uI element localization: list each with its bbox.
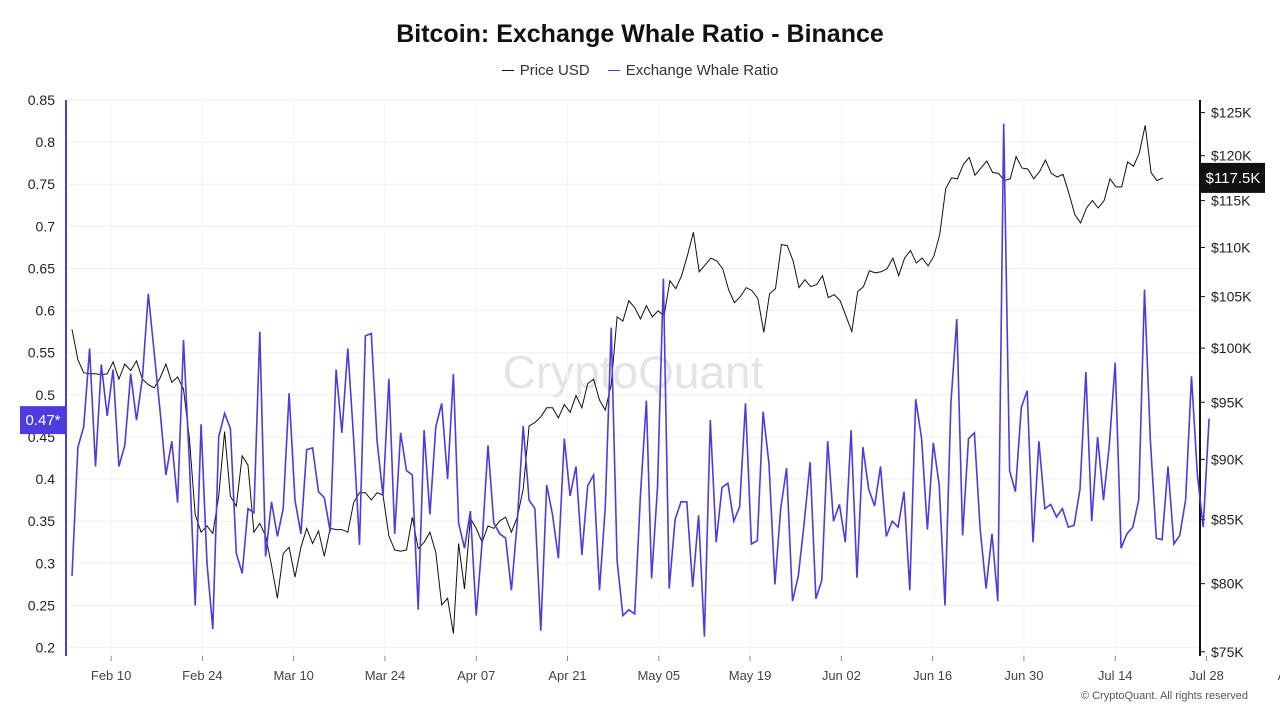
ratio-badge-background [20,406,66,435]
left-tick-label: 0.5 [36,387,56,403]
x-tick-feb-10: Feb 10 [91,668,131,683]
right-tick-label: $105K [1211,289,1252,305]
ratio-current-label: 0.47* [25,412,60,429]
x-tick-may-19: May 19 [729,668,772,683]
x-tick-jun-16: Jun 16 [913,668,952,683]
x-tick-aug-11: Aug 11 [1278,668,1280,683]
x-tick-may-05: May 05 [637,668,680,683]
left-tick-label: 0.2 [36,640,56,656]
right-tick-label: $90K [1211,451,1244,467]
x-tick-jul-14: Jul 14 [1098,668,1133,683]
right-tick-label: $110K [1211,240,1251,256]
chart-title: Bitcoin: Exchange Whale Ratio - Binance [396,20,884,48]
x-tick-jun-02: Jun 02 [822,668,861,683]
ratio-current-badge: 0.47* [20,406,66,435]
left-tick-label: 0.7 [36,218,56,234]
left-tick-label: 0.35 [28,513,55,529]
right-tick-label: $120K [1211,148,1252,164]
legend-swatch-ratio [607,70,620,71]
right-tick-label: $85K [1211,512,1244,528]
left-tick-label: 0.8 [36,134,56,150]
right-tick-label: $115K [1211,193,1251,209]
whale-ratio-line[interactable] [71,123,1210,637]
right-tick-label: $125K [1211,105,1252,121]
price-current-label: $117.5K [1206,170,1261,187]
x-tick-mar-24: Mar 24 [365,668,405,683]
left-tick-label: 0.25 [28,597,55,613]
price-usd-line[interactable] [71,125,1164,634]
left-tick-label: 0.4 [36,471,56,487]
left-tick-label: 0.75 [28,176,55,192]
left-tick-label: 0.3 [36,555,56,571]
x-tick-mar-10: Mar 10 [273,668,313,683]
x-tick-jul-28: Jul 28 [1189,668,1224,683]
watermark: CryptoQuant [503,346,764,398]
legend-item-ratio[interactable]: Exchange Whale Ratio [607,62,779,79]
left-tick-label: 0.55 [28,345,55,361]
legend-label-price: Price USD [519,62,590,79]
legend: Price USD Exchange Whale Ratio [0,62,1280,79]
left-axis-ticks: 0.850.80.750.70.650.60.550.50.450.40.350… [28,92,55,656]
legend-item-price[interactable]: Price USD [501,62,590,79]
x-tick-feb-24: Feb 24 [182,668,222,683]
right-tick-label: $80K [1211,576,1244,592]
legend-label-ratio: Exchange Whale Ratio [625,62,779,79]
x-axis-ticks: Feb 10 Feb 24 Mar 10 Mar 24 Apr 07 Apr 21 May … [91,656,1280,683]
left-tick-label: 0.6 [36,303,56,319]
left-tick-label: 0.65 [28,260,55,276]
right-tick-label: $95K [1211,394,1244,410]
right-tick-label: $100K [1211,340,1252,356]
right-tick-label: $75K [1211,644,1244,660]
right-axis-ticks: $125K $120K $115K $110K $105K $100K $95K $90K $8… [1200,105,1252,660]
x-tick-apr-21: Apr 21 [548,668,586,683]
left-tick-label: 0.85 [28,92,55,108]
x-tick-apr-07: Apr 07 [457,668,495,683]
price-current-badge: $117.5K [1201,162,1265,193]
price-badge-background [1201,162,1265,193]
copyright-text: © CryptoQuant. All rights reserved [1080,690,1248,702]
gridlines [66,99,1207,656]
x-tick-jun-30: Jun 30 [1004,668,1043,683]
legend-swatch-price [501,70,514,71]
